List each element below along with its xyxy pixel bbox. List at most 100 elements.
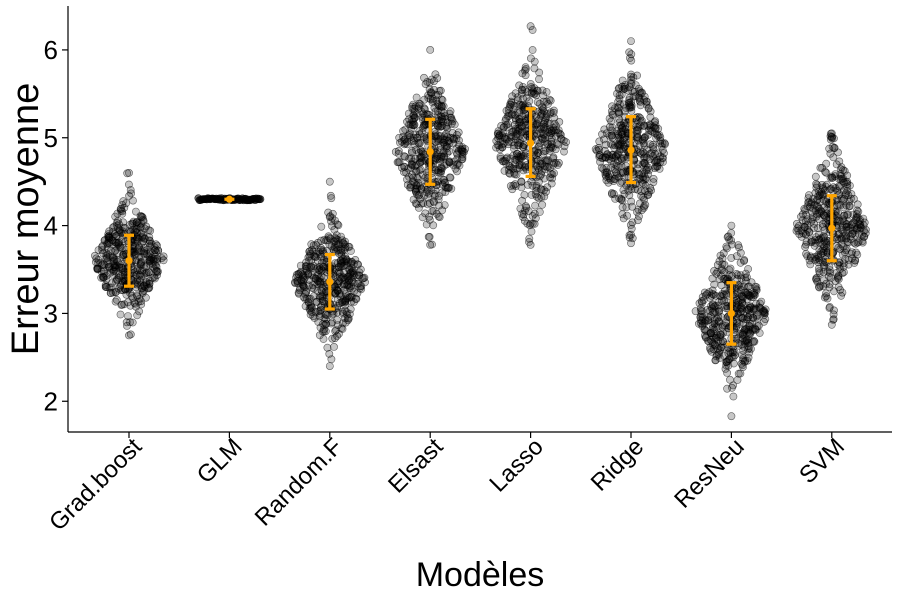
data-point [335,249,344,258]
data-point [101,283,110,291]
data-point [292,270,301,279]
data-point [139,281,148,290]
data-point [112,232,121,240]
mean-point [426,148,434,156]
x-tick-label: Elsast [383,433,449,499]
data-point [443,183,452,192]
data-point [325,177,334,186]
data-point [737,304,746,313]
data-point [333,277,342,285]
data-point [826,185,834,194]
data-point [332,231,341,240]
data-point [519,143,528,152]
data-point [827,320,836,329]
data-point [294,288,303,297]
data-point [834,148,842,157]
mean-point [326,278,334,286]
data-point [450,157,459,166]
data-point [330,342,338,351]
data-point [533,98,542,106]
data-point [838,174,846,183]
data-point [414,174,422,183]
data-point [446,107,455,116]
data-point [359,274,368,283]
data-point [334,321,342,329]
data-point [419,109,427,118]
data-point [739,363,747,371]
data-point [111,297,120,306]
data-point [124,312,132,320]
data-point [819,219,827,228]
data-point [93,264,102,273]
data-point [323,343,332,352]
data-point [420,105,429,114]
data-point [361,278,369,287]
data-point [797,232,806,241]
data-point [640,133,649,142]
data-point [658,146,667,154]
data-point [94,246,103,254]
data-point [416,146,425,154]
data-point [496,152,505,161]
data-point [515,108,524,117]
data-point [354,279,363,288]
data-point [141,293,150,302]
data-point [825,280,834,289]
data-point [440,201,449,209]
data-point [740,315,749,324]
data-point [838,269,847,278]
data-point [713,260,722,269]
data-point [520,190,529,199]
data-point [320,321,329,329]
data-point [109,271,118,280]
data-point [430,85,438,94]
data-point [516,100,524,109]
data-point [399,127,407,135]
data-point [347,264,356,273]
data-point [446,173,455,182]
data-point [306,303,315,312]
data-point [120,300,129,309]
data-point [349,269,358,278]
data-point [727,254,736,262]
data-point [700,319,709,327]
data-point [653,130,661,139]
data-point [527,177,536,186]
data-point [426,46,435,54]
data-point [726,264,735,273]
data-point [518,86,527,95]
x-tick-label: ResNeu [669,433,749,513]
data-point [602,169,611,177]
data-point [708,274,717,283]
data-point [417,152,425,161]
data-point [507,133,515,141]
data-point [437,107,446,115]
data-point [716,292,724,300]
data-point [550,106,558,115]
data-point [309,264,318,272]
data-point [140,234,149,243]
data-point [637,191,646,200]
data-point [645,166,653,174]
data-point [517,183,526,192]
data-point [701,331,709,340]
data-point [305,251,314,260]
data-point [828,142,837,151]
data-point [412,200,421,208]
data-point [533,192,541,201]
data-point [723,233,732,241]
data-point [338,319,347,328]
data-point [830,287,838,296]
data-point [830,306,838,315]
data-point [711,356,720,365]
data-point [531,201,539,210]
data-point [526,22,535,31]
data-point [412,109,421,118]
data-point [343,314,352,322]
data-point [333,240,342,249]
data-point [644,104,653,113]
data-point [132,302,140,311]
data-point [614,173,623,182]
data-point [625,231,634,240]
